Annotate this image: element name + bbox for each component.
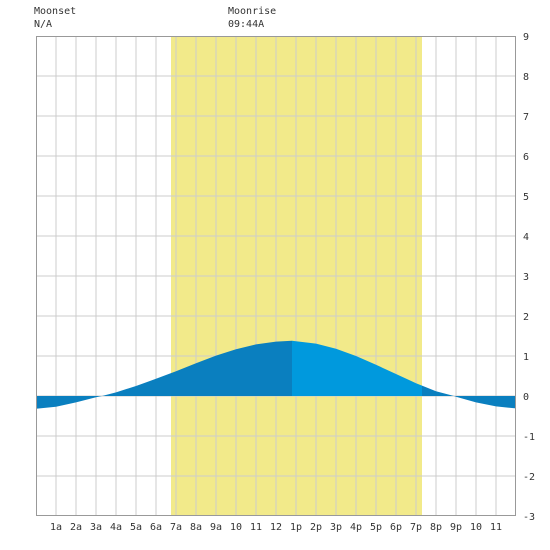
x-tick-label: 3p [330, 522, 342, 533]
x-tick-label: 10 [470, 522, 482, 533]
x-tick-label: 7a [170, 522, 182, 533]
y-tick-label: 2 [523, 312, 529, 323]
y-tick-label: 5 [523, 192, 529, 203]
x-tick-label: 4p [350, 522, 362, 533]
x-tick-label: 6a [150, 522, 162, 533]
x-tick-label: 12 [270, 522, 282, 533]
tide-area-day-rising [171, 340, 292, 396]
moonrise-value: 09:44A [228, 19, 265, 30]
y-tick-label: 1 [523, 352, 529, 363]
x-tick-label: 11 [250, 522, 262, 533]
x-tick-label: 5p [370, 522, 382, 533]
tide-area-day-falling [292, 340, 422, 396]
x-tick-label: 1a [50, 522, 62, 533]
y-tick-label: -3 [523, 512, 535, 523]
x-tick-label: 4a [110, 522, 122, 533]
x-tick-label: 2a [70, 522, 82, 533]
x-tick-label: 1p [290, 522, 302, 533]
x-tick-label: 2p [310, 522, 322, 533]
y-tick-label: 4 [523, 232, 529, 243]
y-tick-label: 0 [523, 392, 529, 403]
y-tick-label: 3 [523, 272, 529, 283]
x-tick-label: 10 [230, 522, 242, 533]
x-tick-label: 11 [490, 522, 502, 533]
plot-border [36, 36, 516, 516]
x-tick-label: 7p [410, 522, 422, 533]
y-tick-label: 7 [523, 112, 529, 123]
moonset-label: Moonset [34, 6, 77, 17]
y-tick-label: -2 [523, 472, 535, 483]
y-tick-label: 8 [523, 72, 529, 83]
x-tick-label: 9a [210, 522, 222, 533]
x-tick-label: 5a [130, 522, 142, 533]
moonrise-label: Moonrise [228, 6, 277, 17]
x-tick-label: 8a [190, 522, 202, 533]
y-tick-label: 9 [523, 32, 529, 43]
x-tick-label: 9p [450, 522, 462, 533]
y-tick-label: -1 [523, 432, 535, 443]
y-tick-label: 6 [523, 152, 529, 163]
x-tick-label: 8p [430, 522, 442, 533]
x-tick-label: 6p [390, 522, 402, 533]
moonset-value: N/A [34, 19, 53, 30]
tide-area-night-early [36, 373, 171, 409]
tide-area-night-late [422, 385, 516, 409]
x-tick-label: 3a [90, 522, 102, 533]
